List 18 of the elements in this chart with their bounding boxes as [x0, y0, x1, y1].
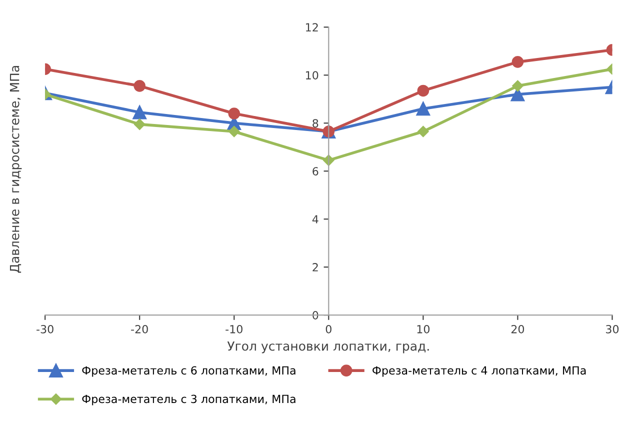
y-tick-label: 4 — [312, 215, 318, 224]
y-axis-title: Давление в гидросистеме, МПа — [10, 66, 22, 273]
x-tick-label: -20 — [131, 324, 148, 334]
x-tick-label: 30 — [606, 324, 619, 334]
x-tick-label: -10 — [226, 324, 242, 334]
legend-label: Фреза-метатель с 4 лопатками, МПа — [372, 366, 586, 377]
x-axis-title: Угол установки лопатки, град. — [227, 341, 429, 354]
y-tick-label: 12 — [306, 23, 318, 32]
y-tick-label: 6 — [312, 167, 318, 176]
x-tick-label: -30 — [36, 324, 54, 334]
y-tick-label: 8 — [312, 119, 318, 128]
y-tick-label: 10 — [306, 71, 318, 80]
legend-label: Фреза-метатель с 6 лопатками, МПа — [82, 366, 296, 377]
y-tick-label: 2 — [312, 263, 318, 272]
x-tick-label: 0 — [326, 324, 332, 334]
x-tick-label: 20 — [511, 324, 524, 334]
x-tick-label: 10 — [417, 324, 430, 334]
legend-label: Фреза-метатель с 3 лопатками, МПа — [82, 394, 296, 406]
